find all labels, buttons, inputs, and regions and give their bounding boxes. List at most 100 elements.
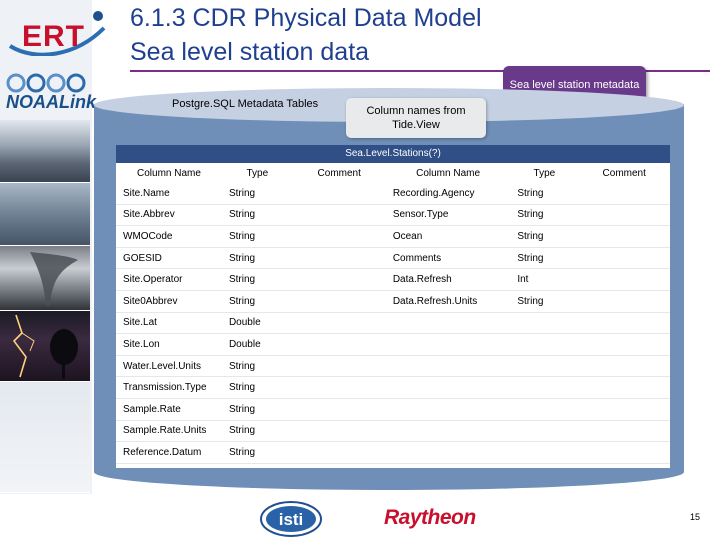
- table-cell: [510, 312, 579, 335]
- table-row: Sample.Rate String: [116, 398, 670, 421]
- table-cell: [292, 290, 386, 313]
- ert-swoosh-icon: [8, 11, 106, 56]
- table-cell: String: [221, 268, 293, 291]
- table-row: Site.Lat Double: [116, 312, 670, 335]
- table-cell: [578, 333, 670, 356]
- table-row: Site.Name String Recording.Agency String: [116, 183, 670, 205]
- sea-level-stations-table: Sea.Level.Stations(?) Column Name Type C…: [116, 145, 670, 468]
- table-cell: GOESID: [116, 247, 222, 270]
- table-cell: Recording.Agency: [385, 183, 511, 205]
- table-cell: String: [221, 420, 293, 443]
- table-cell: [292, 204, 386, 227]
- table-cell: [578, 312, 670, 335]
- table-row: Site.Lon Double: [116, 333, 670, 356]
- table-cell: String: [221, 290, 293, 313]
- table-cell: [292, 268, 386, 291]
- table-cell: [578, 183, 670, 205]
- table-cell: Transmission.Type: [116, 376, 222, 399]
- tornado-photo: [0, 246, 90, 311]
- table-row: Reference.Datum String: [116, 441, 670, 464]
- noaa-rings-icon: [6, 73, 86, 93]
- table-cell: [510, 333, 579, 356]
- isti-logo: isti: [260, 501, 322, 537]
- data-table: Column Name Type Comment Column Name Typ…: [116, 163, 670, 464]
- table-cell: [292, 247, 386, 270]
- column-header: Comment: [602, 167, 646, 179]
- table-cell: [385, 420, 511, 443]
- table-cell: String: [510, 225, 579, 248]
- ert-logo-text: ERT: [22, 20, 85, 53]
- table-cell: [510, 420, 579, 443]
- table-row: Site.Operator String Data.Refresh Int: [116, 268, 670, 291]
- table-cell: [578, 247, 670, 270]
- table-cell: [385, 441, 511, 464]
- title-line: 6.1.3 CDR Physical Data Model: [130, 4, 482, 32]
- column-header: Type: [533, 167, 556, 179]
- table-cell: [292, 376, 386, 399]
- table-row: Site0Abbrev String Data.Refresh.Units Strin…: [116, 290, 670, 313]
- table-row: GOESID String Comments String: [116, 247, 670, 270]
- ert-logo: ERT: [6, 6, 106, 56]
- column-names-callout: Column names from Tide.View: [346, 98, 486, 138]
- table-cell: Water.Level.Units: [116, 355, 222, 378]
- table-cell: [578, 398, 670, 421]
- table-cell: String: [221, 398, 293, 421]
- table-cell: [510, 376, 579, 399]
- column-header: Type: [246, 167, 269, 179]
- table-row: Sample.Rate.Units String: [116, 420, 670, 443]
- isti-logo-text: isti: [279, 510, 304, 529]
- raytheon-logo: Raytheon: [384, 506, 476, 529]
- table-cell: [385, 376, 511, 399]
- table-cell: [578, 204, 670, 227]
- table-row: Water.Level.Units String: [116, 355, 670, 378]
- table-cell: String: [510, 247, 579, 270]
- table-cell: String: [221, 225, 293, 248]
- column-header: Comment: [317, 167, 361, 179]
- table-cell: [385, 355, 511, 378]
- table-cell: Sample.Rate.Units: [116, 420, 222, 443]
- table-cell: Sample.Rate: [116, 398, 222, 421]
- slide-title: 6.1.3 CDR Physical Data Model Sea level …: [130, 0, 600, 72]
- table-title: Sea.Level.Stations(?): [116, 145, 670, 163]
- table-cell: Site.Lon: [116, 333, 222, 356]
- column-header: Column Name: [137, 167, 201, 179]
- table-cell: String: [221, 247, 293, 270]
- column-header: Column Name: [416, 167, 481, 179]
- table-cell: String: [221, 204, 293, 227]
- table-cell: String: [510, 290, 579, 313]
- table-cell: [578, 268, 670, 291]
- table-cell: Site.Name: [116, 183, 222, 205]
- weather-photo: [0, 183, 90, 246]
- tornado-shape: [30, 252, 78, 306]
- weather-photo: [0, 120, 90, 183]
- table-cell: String: [510, 183, 579, 205]
- table-cell: Double: [221, 312, 293, 335]
- sky-photo: [0, 382, 90, 493]
- lightning-photo: [0, 311, 90, 382]
- table-cell: String: [221, 376, 293, 399]
- table-cell: [292, 183, 386, 205]
- noaa-link-logo-text: NOAALink: [6, 92, 96, 112]
- table-cell: String: [221, 183, 293, 205]
- table-cell: [578, 225, 670, 248]
- subtitle-line: Sea level station data: [130, 38, 370, 66]
- table-cell: [292, 225, 386, 248]
- table-cell: [292, 420, 386, 443]
- table-cell: Sensor.Type: [385, 204, 511, 227]
- table-cell: [292, 333, 386, 356]
- table-cell: [578, 420, 670, 443]
- table-cell: [510, 355, 579, 378]
- table-cell: [292, 355, 386, 378]
- noaa-link-logo: [4, 72, 100, 118]
- table-row: Transmission.Type String: [116, 376, 670, 399]
- table-cell: Reference.Datum: [116, 441, 222, 464]
- table-row: Site.Abbrev String Sensor.Type String: [116, 204, 670, 227]
- table-cell: String: [510, 204, 579, 227]
- table-cell: [578, 290, 670, 313]
- table-cell: [578, 355, 670, 378]
- table-cell: [578, 441, 670, 464]
- table-cell: [292, 312, 386, 335]
- table-cell: WMOCode: [116, 225, 222, 248]
- table-cell: Site.Abbrev: [116, 204, 222, 227]
- table-header-row: Column Name Type Comment Column Name Typ…: [116, 163, 670, 183]
